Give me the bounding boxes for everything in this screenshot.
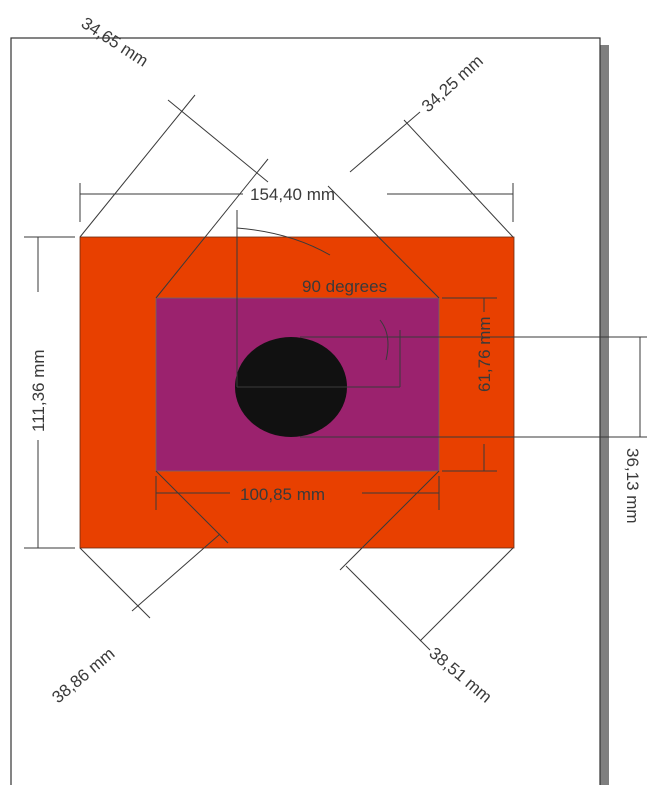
page-shadow	[600, 45, 609, 785]
outer-height-label: 111,36 mm	[29, 349, 48, 432]
circle-size-label: 36,13 mm	[623, 448, 642, 524]
outer-width-label: 154,40 mm	[250, 185, 335, 204]
inner-height-label: 61,76 mm	[475, 316, 494, 392]
dimension-lines	[24, 94, 647, 651]
inner-width-label: 100,85 mm	[240, 485, 325, 504]
angle-label: 90 degrees	[302, 277, 387, 296]
